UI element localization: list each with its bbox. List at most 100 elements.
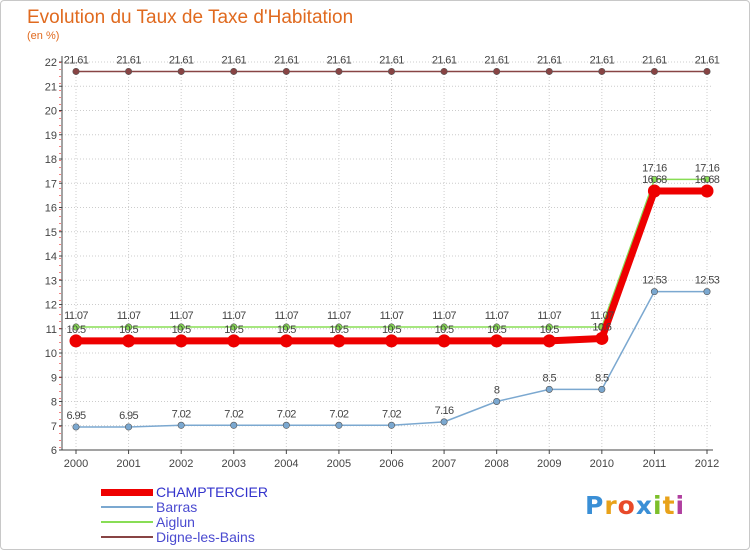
- data-point: [440, 323, 448, 331]
- chart-unit-label: (en %): [27, 30, 60, 42]
- logo-letter: r: [604, 491, 618, 520]
- data-label: 10.5: [172, 324, 191, 336]
- data-point: [230, 421, 238, 429]
- data-label: 10.5: [329, 324, 348, 336]
- data-label: 10.5: [382, 324, 401, 336]
- data-label: 12.53: [695, 275, 720, 287]
- data-point: [335, 421, 343, 429]
- data-label: 17.16: [695, 162, 720, 174]
- x-tick-label: 2000: [64, 458, 88, 470]
- data-label: 7.02: [382, 408, 401, 420]
- data-label: 11.07: [169, 310, 193, 322]
- data-point: [647, 184, 661, 198]
- y-tick-label: 16: [45, 203, 57, 215]
- x-tick-label: 2010: [590, 458, 614, 470]
- data-label: 7.16: [435, 405, 454, 417]
- data-label: 10.5: [540, 324, 559, 336]
- y-tick-label: 15: [45, 227, 57, 239]
- data-label: 11.07: [590, 310, 614, 322]
- data-point: [177, 421, 185, 429]
- x-tick-label: 2006: [379, 458, 403, 470]
- data-point: [703, 288, 711, 296]
- logo-letter: P: [585, 491, 605, 520]
- data-label: 16.68: [642, 174, 667, 186]
- data-label: 11.07: [432, 310, 456, 322]
- data-point: [490, 334, 504, 348]
- data-point: [650, 175, 658, 183]
- data-label: 10.5: [435, 324, 454, 336]
- data-point: [598, 67, 606, 75]
- data-point: [595, 331, 609, 345]
- data-label: 10.5: [277, 324, 296, 336]
- data-point: [122, 334, 136, 348]
- data-label: 7.02: [329, 408, 348, 420]
- data-label: 6.95: [119, 410, 138, 422]
- data-labels: 10.5 10.5 10.5 10.5 10.5 10.5 10.5 10.5 10.5 10.5…: [64, 54, 721, 422]
- data-label: 11.07: [537, 310, 561, 322]
- data-label: 12.53: [642, 275, 667, 287]
- data-label: 17.16: [642, 162, 667, 174]
- data-label: 8: [494, 385, 500, 397]
- legend-swatch: [101, 521, 153, 523]
- data-point: [387, 323, 395, 331]
- data-point: [174, 334, 188, 348]
- data-label: 21.61: [537, 54, 562, 66]
- data-point: [125, 423, 133, 431]
- y-tick-label: 10: [45, 348, 57, 360]
- data-label: 11.07: [485, 310, 509, 322]
- y-tick-label: 18: [45, 154, 57, 166]
- data-label: 10.5: [119, 324, 138, 336]
- data-point: [69, 334, 83, 348]
- logo-letter: i: [653, 491, 663, 520]
- data-point: [279, 334, 293, 348]
- data-point: [282, 323, 290, 331]
- data-label: 21.61: [642, 54, 667, 66]
- x-tick-label: 2005: [327, 458, 351, 470]
- data-point: [385, 334, 398, 348]
- data-point: [493, 323, 501, 331]
- data-point: [282, 421, 290, 429]
- data-point: [387, 421, 395, 429]
- data-point: [332, 334, 346, 348]
- axes: 6 7 8 9 10 11 12 13 14 15 16 17 18 19 20 21 22 2000 2001 20…: [45, 56, 719, 470]
- x-tick-label: 2003: [222, 458, 246, 470]
- data-label: 11.07: [380, 310, 404, 322]
- data-label: 8.5: [543, 372, 557, 384]
- data-label: 21.61: [695, 54, 720, 66]
- data-point: [703, 175, 711, 183]
- y-tick-label: 20: [45, 106, 57, 118]
- y-tick-label: 19: [45, 130, 57, 142]
- data-label: 10.5: [66, 324, 85, 336]
- data-point: [650, 288, 658, 296]
- data-point: [545, 67, 553, 75]
- x-tick-label: 2004: [274, 458, 298, 470]
- data-label: 11.07: [327, 310, 351, 322]
- logo-letter: i: [675, 491, 686, 520]
- y-tick-label: 11: [46, 324, 57, 336]
- data-point: [700, 184, 714, 198]
- logo-letter: x: [635, 491, 653, 520]
- data-label: 21.61: [221, 54, 246, 66]
- data-label: 11.07: [64, 310, 88, 322]
- data-point: [282, 67, 290, 75]
- data-label: 21.61: [484, 54, 509, 66]
- y-tick-label: 14: [45, 251, 57, 263]
- data-point: [177, 323, 185, 331]
- y-tick-label: 12: [45, 300, 57, 312]
- data-point: [125, 323, 133, 331]
- y-tick-label: 7: [51, 421, 57, 433]
- grid: [62, 61, 713, 450]
- data-label: 8.5: [595, 372, 609, 384]
- data-label: 16.68: [695, 174, 720, 186]
- logo-letter: o: [617, 491, 636, 520]
- data-point: [227, 334, 241, 348]
- x-tick-label: 2008: [484, 458, 508, 470]
- data-label: 7.02: [224, 408, 243, 420]
- data-label: 7.02: [277, 408, 296, 420]
- y-tick-label: 21: [45, 81, 57, 93]
- legend-swatch: [101, 536, 153, 538]
- data-point: [72, 67, 80, 75]
- data-label: 21.61: [64, 54, 89, 66]
- data-label: 21.61: [590, 54, 615, 66]
